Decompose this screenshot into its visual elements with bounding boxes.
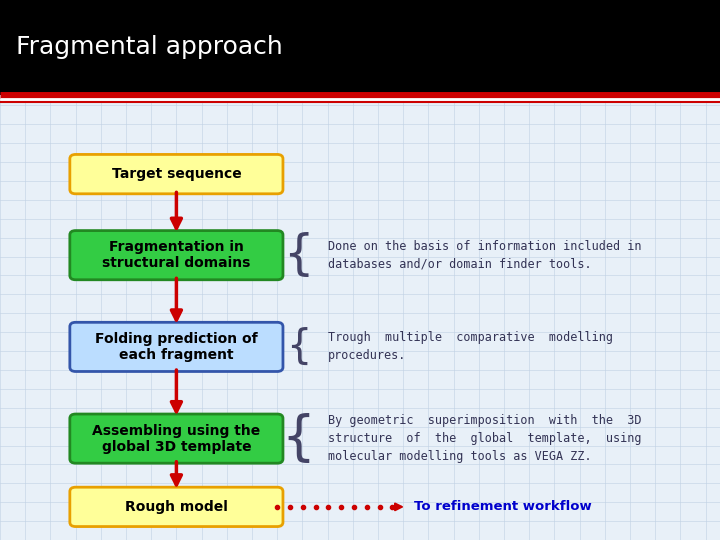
FancyBboxPatch shape	[70, 154, 283, 194]
FancyBboxPatch shape	[70, 231, 283, 280]
Text: {: {	[286, 327, 312, 367]
Text: Fragmentation in
structural domains: Fragmentation in structural domains	[102, 240, 251, 271]
FancyBboxPatch shape	[70, 414, 283, 463]
Text: Done on the basis of information included in
databases and/or domain finder tool: Done on the basis of information include…	[328, 240, 641, 271]
Text: Assembling using the
global 3D template: Assembling using the global 3D template	[92, 423, 261, 454]
Text: Target sequence: Target sequence	[112, 167, 241, 181]
Text: {: {	[284, 232, 314, 279]
Bar	[0, 0, 720, 94]
Text: Folding prediction of
each fragment: Folding prediction of each fragment	[95, 332, 258, 362]
Text: By geometric  superimposition  with  the  3D
structure  of  the  global  templat: By geometric superimposition with the 3D…	[328, 414, 641, 463]
FancyBboxPatch shape	[70, 487, 283, 526]
FancyBboxPatch shape	[70, 322, 283, 372]
Text: To refinement workflow: To refinement workflow	[414, 501, 592, 514]
Text: Fragmental approach: Fragmental approach	[16, 35, 282, 59]
Text: Rough model: Rough model	[125, 500, 228, 514]
Text: Trough  multiple  comparative  modelling
procedures.: Trough multiple comparative modelling pr…	[328, 332, 613, 362]
Text: {: {	[282, 413, 316, 464]
